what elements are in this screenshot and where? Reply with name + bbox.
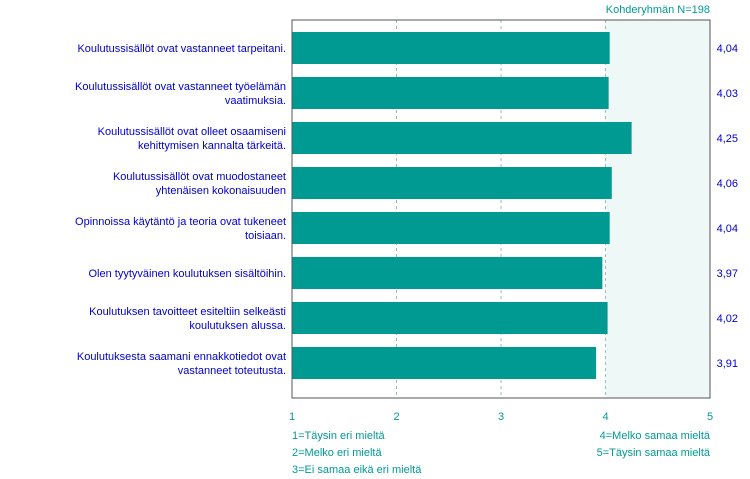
value-label: 3,97 bbox=[717, 268, 738, 280]
category-label: Koulutussisällöt ovat vastanneet tarpeit… bbox=[77, 43, 286, 55]
value-label: 3,91 bbox=[717, 358, 738, 370]
bar bbox=[292, 77, 609, 109]
value-label: 4,04 bbox=[717, 223, 738, 235]
x-tick-label: 4 bbox=[602, 411, 608, 423]
plot-frame bbox=[291, 19, 711, 399]
sample-size-label: Kohderyhmän N=198 bbox=[606, 4, 710, 16]
category-label: vaatimuksia. bbox=[225, 95, 286, 107]
bar bbox=[292, 122, 632, 154]
category-label: Koulutussisällöt ovat vastanneet työeläm… bbox=[75, 81, 286, 93]
category-label: Koulutussisällöt ovat muodostaneet bbox=[113, 171, 286, 183]
category-label: koulutuksen alussa. bbox=[189, 320, 286, 332]
scale-legend-item: 4=Melko samaa mieltä bbox=[600, 430, 711, 442]
category-label: kehittymisen kannalta tärkeitä. bbox=[138, 140, 286, 152]
value-labels: 4,04 4,03 4,25 4,06 4,04 3,97 4,02 3,91 bbox=[717, 43, 738, 370]
value-label: 4,25 bbox=[717, 133, 738, 145]
category-label: Opinnoissa käytäntö ja teoria ovat tuken… bbox=[75, 216, 286, 228]
bar bbox=[292, 302, 608, 334]
category-label: Koulutuksesta saamani ennakkotiedot ovat bbox=[77, 351, 286, 363]
value-label: 4,03 bbox=[717, 88, 738, 100]
category-label: yhtenäisen kokonaisuuden bbox=[156, 185, 286, 197]
scale-legend-item: 2=Melko eri mieltä bbox=[292, 447, 382, 459]
x-tick-label: 5 bbox=[707, 411, 713, 423]
value-label: 4,02 bbox=[717, 313, 738, 325]
category-label: Koulutuksen tavoitteet esiteltiin selkeä… bbox=[89, 306, 286, 318]
category-label: Koulutussisällöt ovat olleet osaamiseni bbox=[98, 126, 286, 138]
x-tick-label: 1 bbox=[289, 411, 295, 423]
category-label: toisiaan. bbox=[245, 230, 286, 242]
scale-legend-item: 3=Ei samaa eikä eri mieltä bbox=[292, 464, 422, 476]
bar bbox=[292, 257, 603, 289]
scale-legend-item: 5=Täysin samaa mieltä bbox=[597, 447, 711, 459]
category-labels: Koulutussisällöt ovat vastanneet tarpeit… bbox=[75, 43, 286, 377]
x-tick-labels: 1 2 3 4 5 bbox=[289, 411, 713, 423]
value-label: 4,04 bbox=[717, 43, 738, 55]
bar bbox=[292, 167, 612, 199]
scale-legend: 1=Täysin eri mieltä 2=Melko eri mieltä 3=E… bbox=[292, 430, 711, 476]
gridlines bbox=[396, 20, 606, 398]
category-label: Olen tyytyväinen koulutuksen sisältöihin… bbox=[89, 268, 287, 280]
x-tick-label: 2 bbox=[393, 411, 399, 423]
bar bbox=[292, 32, 610, 64]
value-label: 4,06 bbox=[717, 178, 738, 190]
x-tick-label: 3 bbox=[498, 411, 504, 423]
agreement-zone-background bbox=[605, 20, 710, 398]
bar bbox=[292, 347, 597, 379]
scale-legend-item: 1=Täysin eri mieltä bbox=[292, 430, 386, 442]
category-label: vastanneet toteutusta. bbox=[178, 365, 286, 377]
bar bbox=[292, 212, 610, 244]
bars bbox=[292, 32, 632, 379]
